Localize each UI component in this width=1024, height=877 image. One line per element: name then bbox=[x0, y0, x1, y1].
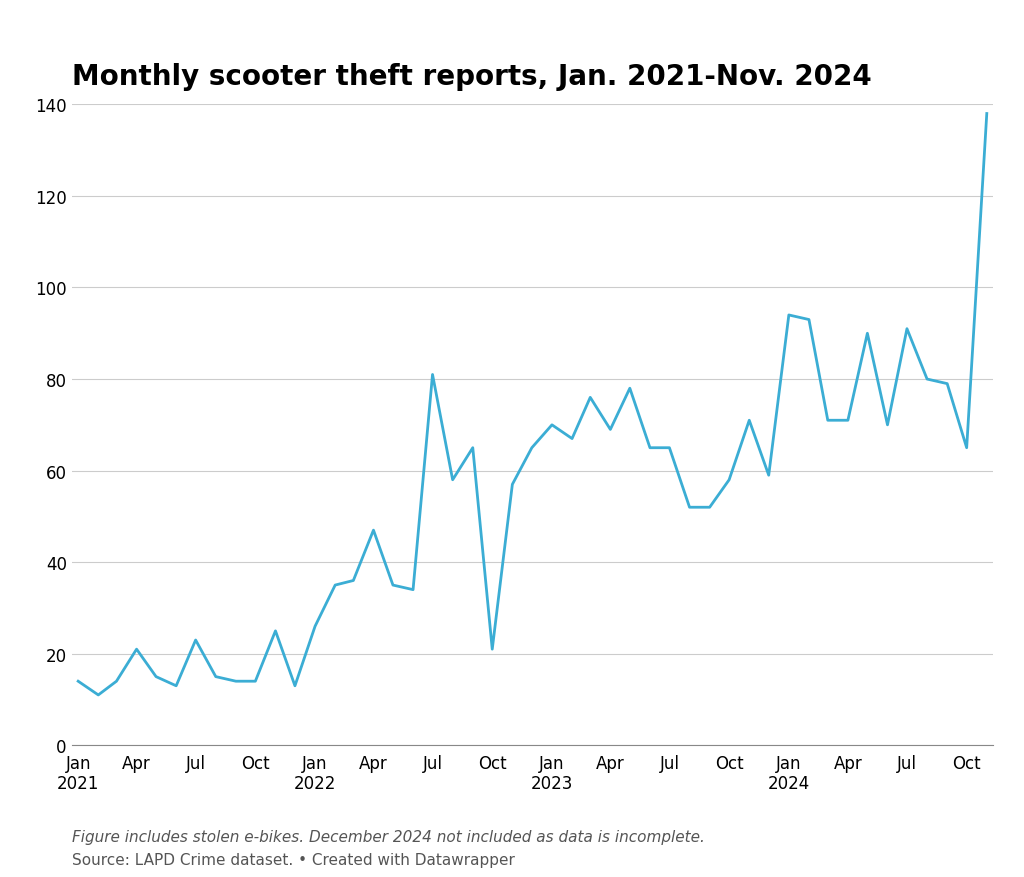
Text: Monthly scooter theft reports, Jan. 2021-Nov. 2024: Monthly scooter theft reports, Jan. 2021… bbox=[72, 62, 871, 90]
Text: Source: LAPD Crime dataset. • Created with Datawrapper: Source: LAPD Crime dataset. • Created wi… bbox=[72, 852, 514, 867]
Text: Figure includes stolen e-bikes. December 2024 not included as data is incomplete: Figure includes stolen e-bikes. December… bbox=[72, 829, 705, 844]
